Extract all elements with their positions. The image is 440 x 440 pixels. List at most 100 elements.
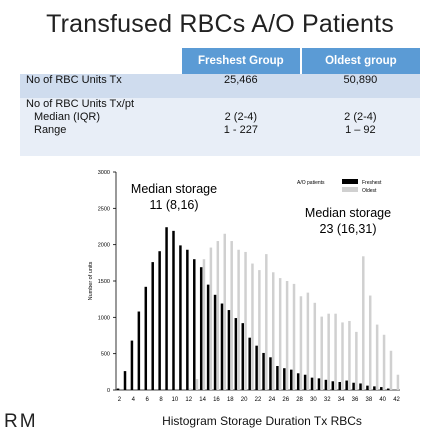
bar-oldest [278, 278, 282, 390]
fresh-range: 1 - 227 [223, 124, 258, 136]
bar-oldest [341, 322, 344, 390]
bar-oldest [313, 302, 317, 390]
annotation-fresh-median-title: Median storage [131, 182, 217, 196]
x-tick-label: 18 [227, 397, 234, 403]
x-tick-label: 40 [379, 397, 386, 403]
x-tick-label: 20 [241, 397, 248, 403]
bar-freshest [262, 352, 265, 390]
bar-oldest [362, 256, 365, 390]
bar-oldest [334, 313, 337, 390]
bar-oldest [285, 281, 289, 390]
x-tick-label: 6 [145, 397, 149, 403]
header-blank [20, 48, 182, 74]
header-oldest-group: Oldest group [300, 48, 420, 74]
bar-freshest [310, 377, 314, 390]
x-tick-label: 34 [338, 397, 345, 403]
x-tick-label: 4 [132, 397, 136, 403]
x-tick-label: 14 [199, 397, 206, 403]
table-row: No of RBC Units Tx/pt Median (IQR) Range… [20, 98, 420, 156]
bar-freshest [193, 259, 196, 390]
bar-freshest [255, 345, 258, 390]
bar-freshest [386, 388, 390, 390]
header-freshest-group: Freshest Group [180, 48, 302, 74]
x-tick-label: 24 [269, 397, 276, 403]
bar-freshest [317, 378, 321, 390]
x-tick-label: 28 [296, 397, 303, 403]
bar-freshest [366, 385, 369, 390]
bar-oldest [306, 292, 310, 390]
bar-freshest [158, 251, 161, 390]
bar-freshest [359, 383, 362, 390]
legend-label-oldest: Oldest [362, 188, 377, 194]
y-axis-label: Number of units [88, 261, 94, 300]
bar-oldest [244, 251, 247, 390]
bar-oldest [355, 331, 358, 390]
bar-oldest [216, 241, 220, 390]
old-median: 2 (2-4) [344, 111, 377, 123]
bar-freshest [269, 357, 272, 390]
bar-oldest [230, 241, 233, 390]
bar-oldest [223, 233, 226, 390]
bar-freshest [380, 387, 383, 390]
bar-freshest [345, 380, 348, 390]
bar-freshest [296, 373, 300, 390]
bar-freshest [144, 286, 148, 390]
bar-freshest [324, 379, 328, 390]
x-tick-label: 22 [255, 397, 262, 403]
page-title: Transfused RBCs A/O Patients [46, 10, 394, 38]
bar-freshest [199, 267, 203, 390]
legend-swatch-freshest [342, 179, 358, 184]
row-label-per-patient: No of RBC Units Tx/pt Median (IQR) Range [20, 98, 181, 156]
legend-label-freshest: Freshest [362, 180, 382, 186]
bar-freshest [303, 374, 307, 390]
x-tick-label: 26 [282, 397, 289, 403]
row-label-units: No of RBC Units Tx [20, 74, 181, 98]
bar-freshest [220, 303, 224, 390]
bar-freshest [165, 227, 168, 390]
x-tick-label: 30 [310, 397, 317, 403]
bar-oldest [396, 374, 400, 390]
x-tick-label: 16 [213, 397, 220, 403]
bar-freshest [234, 318, 238, 390]
bar-oldest [320, 316, 323, 390]
table-row: No of RBC Units Tx 25,466 50,890 [20, 74, 420, 98]
bar-oldest [202, 259, 206, 390]
x-tick-label: 8 [159, 397, 163, 403]
cell-fresh-per-pt: 2 (2-4) 1 - 227 [180, 98, 301, 156]
y-tick-label: 3000 [98, 170, 110, 176]
bar-freshest [172, 230, 175, 390]
bar-oldest [258, 270, 261, 390]
bar-oldest [292, 283, 296, 390]
x-tick-label: 12 [185, 397, 192, 403]
bar-freshest [241, 323, 245, 390]
bar-freshest [206, 284, 210, 390]
bar-oldest [348, 320, 351, 390]
legend-title: A/O patients [297, 180, 325, 186]
bar-freshest [130, 340, 134, 390]
bar-freshest [248, 337, 251, 390]
bar-freshest [290, 369, 293, 390]
y-tick-label: 1000 [98, 315, 110, 321]
bar-oldest [195, 379, 199, 390]
rm-logo: RM [4, 411, 38, 432]
old-range: 1 – 92 [345, 124, 376, 136]
cell-old-units: 50,890 [300, 74, 420, 98]
bar-oldest [327, 313, 330, 390]
annotation-fresh-median-value: 11 (8,16) [149, 198, 198, 212]
x-tick-label: 2 [118, 397, 122, 403]
annotation-old-median-title: Median storage [305, 206, 391, 220]
bar-freshest [227, 310, 231, 390]
y-tick-label: 0 [107, 388, 110, 394]
bar-freshest [179, 245, 182, 390]
bar-freshest [373, 386, 376, 390]
bar-oldest [299, 296, 303, 390]
bar-oldest [265, 254, 268, 390]
bar-oldest [389, 350, 393, 390]
bar-freshest [186, 249, 189, 390]
bar-oldest [251, 263, 254, 390]
bar-freshest [338, 382, 341, 390]
annotation-old-median-value: 23 (16,31) [320, 222, 377, 236]
bar-freshest [276, 366, 279, 390]
x-tick-label: 32 [324, 397, 331, 403]
summary-table: Freshest Group Oldest group No of RBC Un… [20, 48, 420, 156]
